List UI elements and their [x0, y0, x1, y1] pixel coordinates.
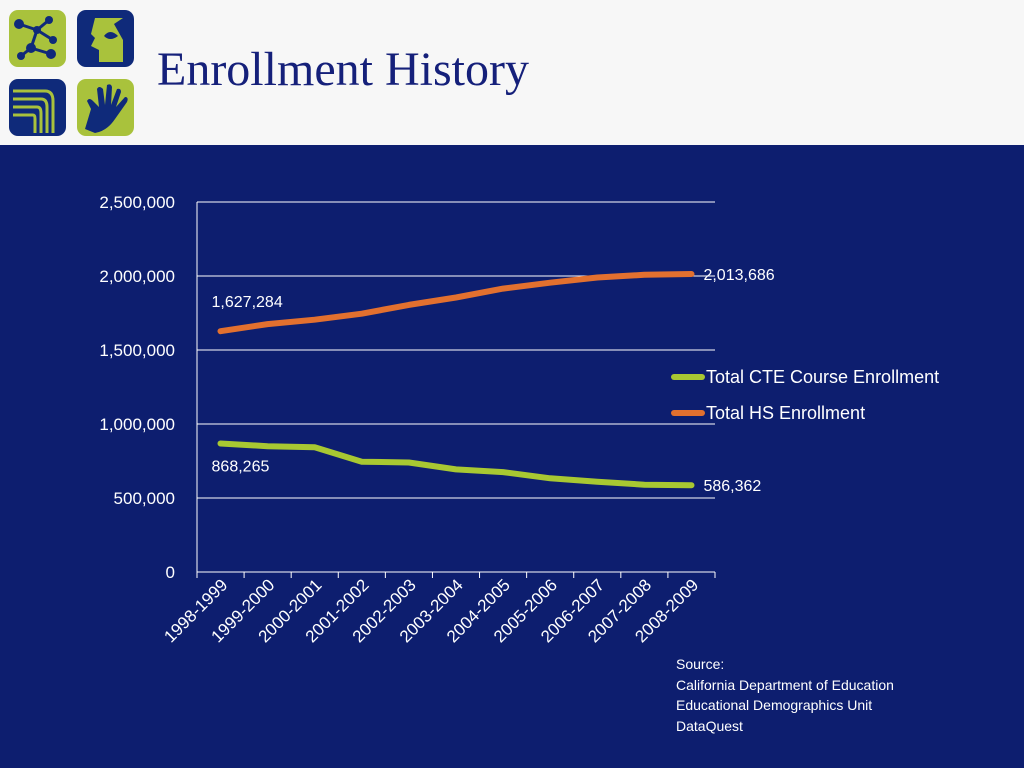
y-tick-label: 2,000,000	[99, 267, 175, 286]
series-line-hs	[217, 271, 695, 335]
source-line: Educational Demographics Unit	[676, 697, 873, 713]
network-logo-icon	[9, 10, 66, 67]
y-tick-label: 500,000	[114, 489, 175, 508]
source-line: DataQuest	[676, 717, 743, 734]
face-logo-icon	[77, 10, 134, 67]
y-tick-label: 1,000,000	[99, 415, 175, 434]
source-line: Source:	[676, 656, 725, 672]
slide-header: Enrollment History	[0, 0, 1024, 145]
legend-label: Total CTE Course Enrollment	[706, 367, 939, 387]
data-label-last: 586,362	[703, 478, 761, 495]
y-tick-label: 0	[166, 563, 175, 582]
data-label-first: 868,265	[212, 458, 270, 475]
source-note: Source: California Department of Educati…	[676, 654, 894, 736]
y-tick-label: 1,500,000	[99, 341, 175, 360]
series-line-cte	[217, 440, 695, 489]
legend-label: Total HS Enrollment	[706, 403, 865, 423]
chart-panel	[0, 145, 1024, 768]
source-line: California Department of Education	[676, 676, 894, 693]
book-logo-icon	[9, 79, 66, 136]
data-label-first: 1,627,284	[212, 294, 283, 311]
data-label-last: 2,013,686	[703, 267, 774, 284]
y-tick-label: 2,500,000	[99, 193, 175, 212]
hand-logo-icon	[77, 79, 134, 136]
page-title: Enrollment History	[157, 43, 529, 96]
